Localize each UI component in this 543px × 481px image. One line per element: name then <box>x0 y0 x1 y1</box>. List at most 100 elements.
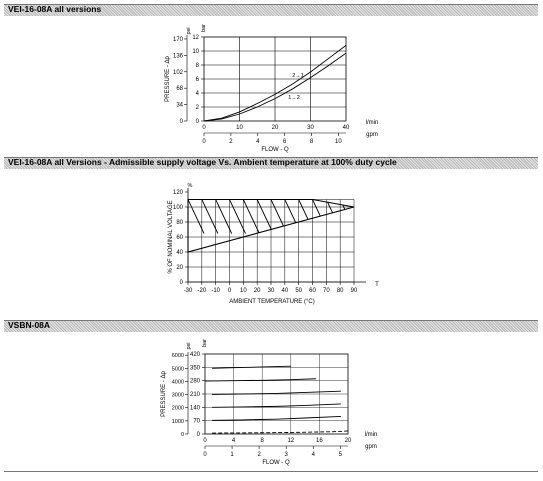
chart3-series-line <box>212 390 341 395</box>
chart3-y-tick-label-bar: 140 <box>190 405 201 411</box>
chart2-x-unit: T <box>375 282 379 288</box>
section-header-2: VEI-16-08A all Versions - Admissible sup… <box>4 157 538 169</box>
chart3-y-tick-label-bar: 350 <box>190 365 201 371</box>
chart2-hatch-line <box>353 199 354 234</box>
chart2-hatch-line <box>256 199 274 234</box>
chart2-x-tick-label: 50 <box>295 288 302 294</box>
chart3-x-axis-title: FLOW - Q <box>262 460 290 466</box>
chart3-y-tick-label-psi: 4000 <box>172 379 184 385</box>
chart3-y-tick-label-psi: 6000 <box>172 353 184 359</box>
chart1-y-axis-title: PRESSURE - Δp <box>165 55 171 101</box>
chart1-gpm-tick-label: 2 <box>229 139 233 145</box>
chart3-gpm-tick-label: 5 <box>339 452 343 458</box>
chart1-x-tick-label: 10 <box>236 125 243 131</box>
chart2-x-tick-label: 20 <box>254 288 261 294</box>
chart3-x-tick-label: 20 <box>345 438 352 444</box>
chart2-hatch-line <box>201 199 219 234</box>
chart2-hatch-line <box>215 199 233 234</box>
chart2-x-tick-label: -10 <box>211 288 220 294</box>
chart2-y-tick-label: 120 <box>173 190 184 196</box>
chart2-y-tick-label: 80 <box>176 220 183 226</box>
chart1-gpm-tick-label: 6 <box>283 139 287 145</box>
chart2-y-tick-label: 60 <box>176 235 183 241</box>
chart1-y-tick-label-bar: 2 <box>196 105 200 111</box>
chart2-y-unit: % <box>188 183 193 189</box>
chart3-gpm-tick-label: 3 <box>285 452 289 458</box>
chart3-y-tick-label-psi: 3000 <box>172 393 184 399</box>
chart3-gpm-unit: gpm <box>365 444 377 450</box>
chart1-series-label-1to2: 1→2 <box>288 95 300 101</box>
chart3-y-tick-label-psi: 5000 <box>172 366 184 372</box>
chart1-bar-unit: bar <box>201 24 207 32</box>
chart3-y-tick-label-bar: 210 <box>190 392 201 398</box>
bottom-rule <box>4 471 538 472</box>
chart3-x-tick-label: 12 <box>287 438 294 444</box>
chart2-hatch-line <box>229 199 246 234</box>
chart3-y-tick-label-psi: 2000 <box>172 406 184 412</box>
chart2-x-tick-label: -20 <box>197 288 206 294</box>
chart1-y-tick-label-bar: 8 <box>196 63 200 69</box>
chart2-y-tick-label: 0 <box>180 280 184 286</box>
chart2-y-tick-label: 20 <box>176 265 183 271</box>
chart1-series-line <box>203 52 347 122</box>
chart1-y-tick-label-bar: 6 <box>196 77 200 83</box>
chart2-hatch-line <box>242 199 260 234</box>
chart3-series-line <box>204 378 316 382</box>
chart2-x-tick-label: 70 <box>323 288 330 294</box>
chart1-gpm-tick-label: 8 <box>310 139 314 145</box>
chart3-gpm-tick-label: 2 <box>257 452 261 458</box>
chart1-gpm-tick-label: 4 <box>256 139 260 145</box>
chart2-x-tick-label: 80 <box>337 288 344 294</box>
chart2-y-tick-label: 100 <box>173 205 184 211</box>
chart1-y-tick-label-psi: 68 <box>176 86 183 92</box>
chart3-x-tick-label: 8 <box>261 438 265 444</box>
chart3-y-tick-label-psi: 1000 <box>172 419 184 425</box>
chart2-x-tick-label: 0 <box>228 288 232 294</box>
chart1-x-tick-label: 0 <box>202 125 206 131</box>
chart3-series-line <box>212 365 291 369</box>
chart2-x-axis-title: AMBIENT TEMPERATURE (°C) <box>229 299 314 305</box>
chart2-hatch-line <box>188 199 205 234</box>
chart3-psi-unit: psi <box>186 342 192 349</box>
chart2-x-tick-label: 10 <box>240 288 247 294</box>
chart3-x-tick-label: 0 <box>203 438 207 444</box>
chart1-series-line <box>203 45 347 122</box>
chart1-gpm-unit: gpm <box>366 132 378 138</box>
chart3-gpm-tick-label: 0 <box>203 452 207 458</box>
section-title-1: VEI-16-08A all versions <box>8 4 102 14</box>
chart2-x-tick-label: 60 <box>309 288 316 294</box>
chart1-y-tick-label-bar: 0 <box>196 119 200 125</box>
chart3-y-tick-label-bar: 70 <box>193 419 200 425</box>
chart1-y-tick-label-psi: 170 <box>173 37 184 43</box>
chart3-series-line <box>212 416 341 421</box>
chart1-y-tick-label-bar: 12 <box>192 35 199 41</box>
chart1-y-tick-label-psi: 0 <box>180 119 184 125</box>
section-title-2: VEI-16-08A all Versions - Admissible sup… <box>8 157 397 167</box>
chart3-y-tick-label-bar: 280 <box>190 379 201 385</box>
section-header-3: VSBN-08A <box>4 320 538 332</box>
chart3-gpm-tick-label: 4 <box>312 452 316 458</box>
chart3-lmin-unit: l/min <box>365 432 378 438</box>
chart2-y-tick-label: 40 <box>176 250 183 256</box>
chart1-y-tick-label-psi: 34 <box>176 103 183 109</box>
chart2-x-tick-label: 30 <box>268 288 275 294</box>
chart1-psi-unit: psi <box>186 27 192 34</box>
chart1-gpm-tick-label: 10 <box>335 139 342 145</box>
chart1-y-tick-label-bar: 4 <box>196 91 200 97</box>
chart3-y-tick-label-bar: 0 <box>197 432 201 438</box>
chart1-y-tick-label-psi: 102 <box>173 70 184 76</box>
chart1-y-tick-label-bar: 10 <box>192 49 199 55</box>
chart3-x-tick-label: 4 <box>232 438 236 444</box>
chart1-series-label-2to1: 2→1 <box>292 73 304 79</box>
chart1-x-tick-label: 20 <box>272 125 279 131</box>
chart2-x-tick-label: -30 <box>184 288 193 294</box>
chart3-gpm-tick-label: 1 <box>230 452 234 458</box>
chart3-x-tick-label: 16 <box>316 438 323 444</box>
chart3-y-tick-label-psi: 0 <box>181 432 184 438</box>
chart3-bar-unit: bar <box>202 339 208 347</box>
chart3-series-line-dashed <box>212 430 349 434</box>
chart2-x-tick-label: 90 <box>351 288 358 294</box>
chart1-x-tick-label: 40 <box>343 125 350 131</box>
chart3-y-axis-title: PRESSURE - Δp <box>161 370 167 416</box>
